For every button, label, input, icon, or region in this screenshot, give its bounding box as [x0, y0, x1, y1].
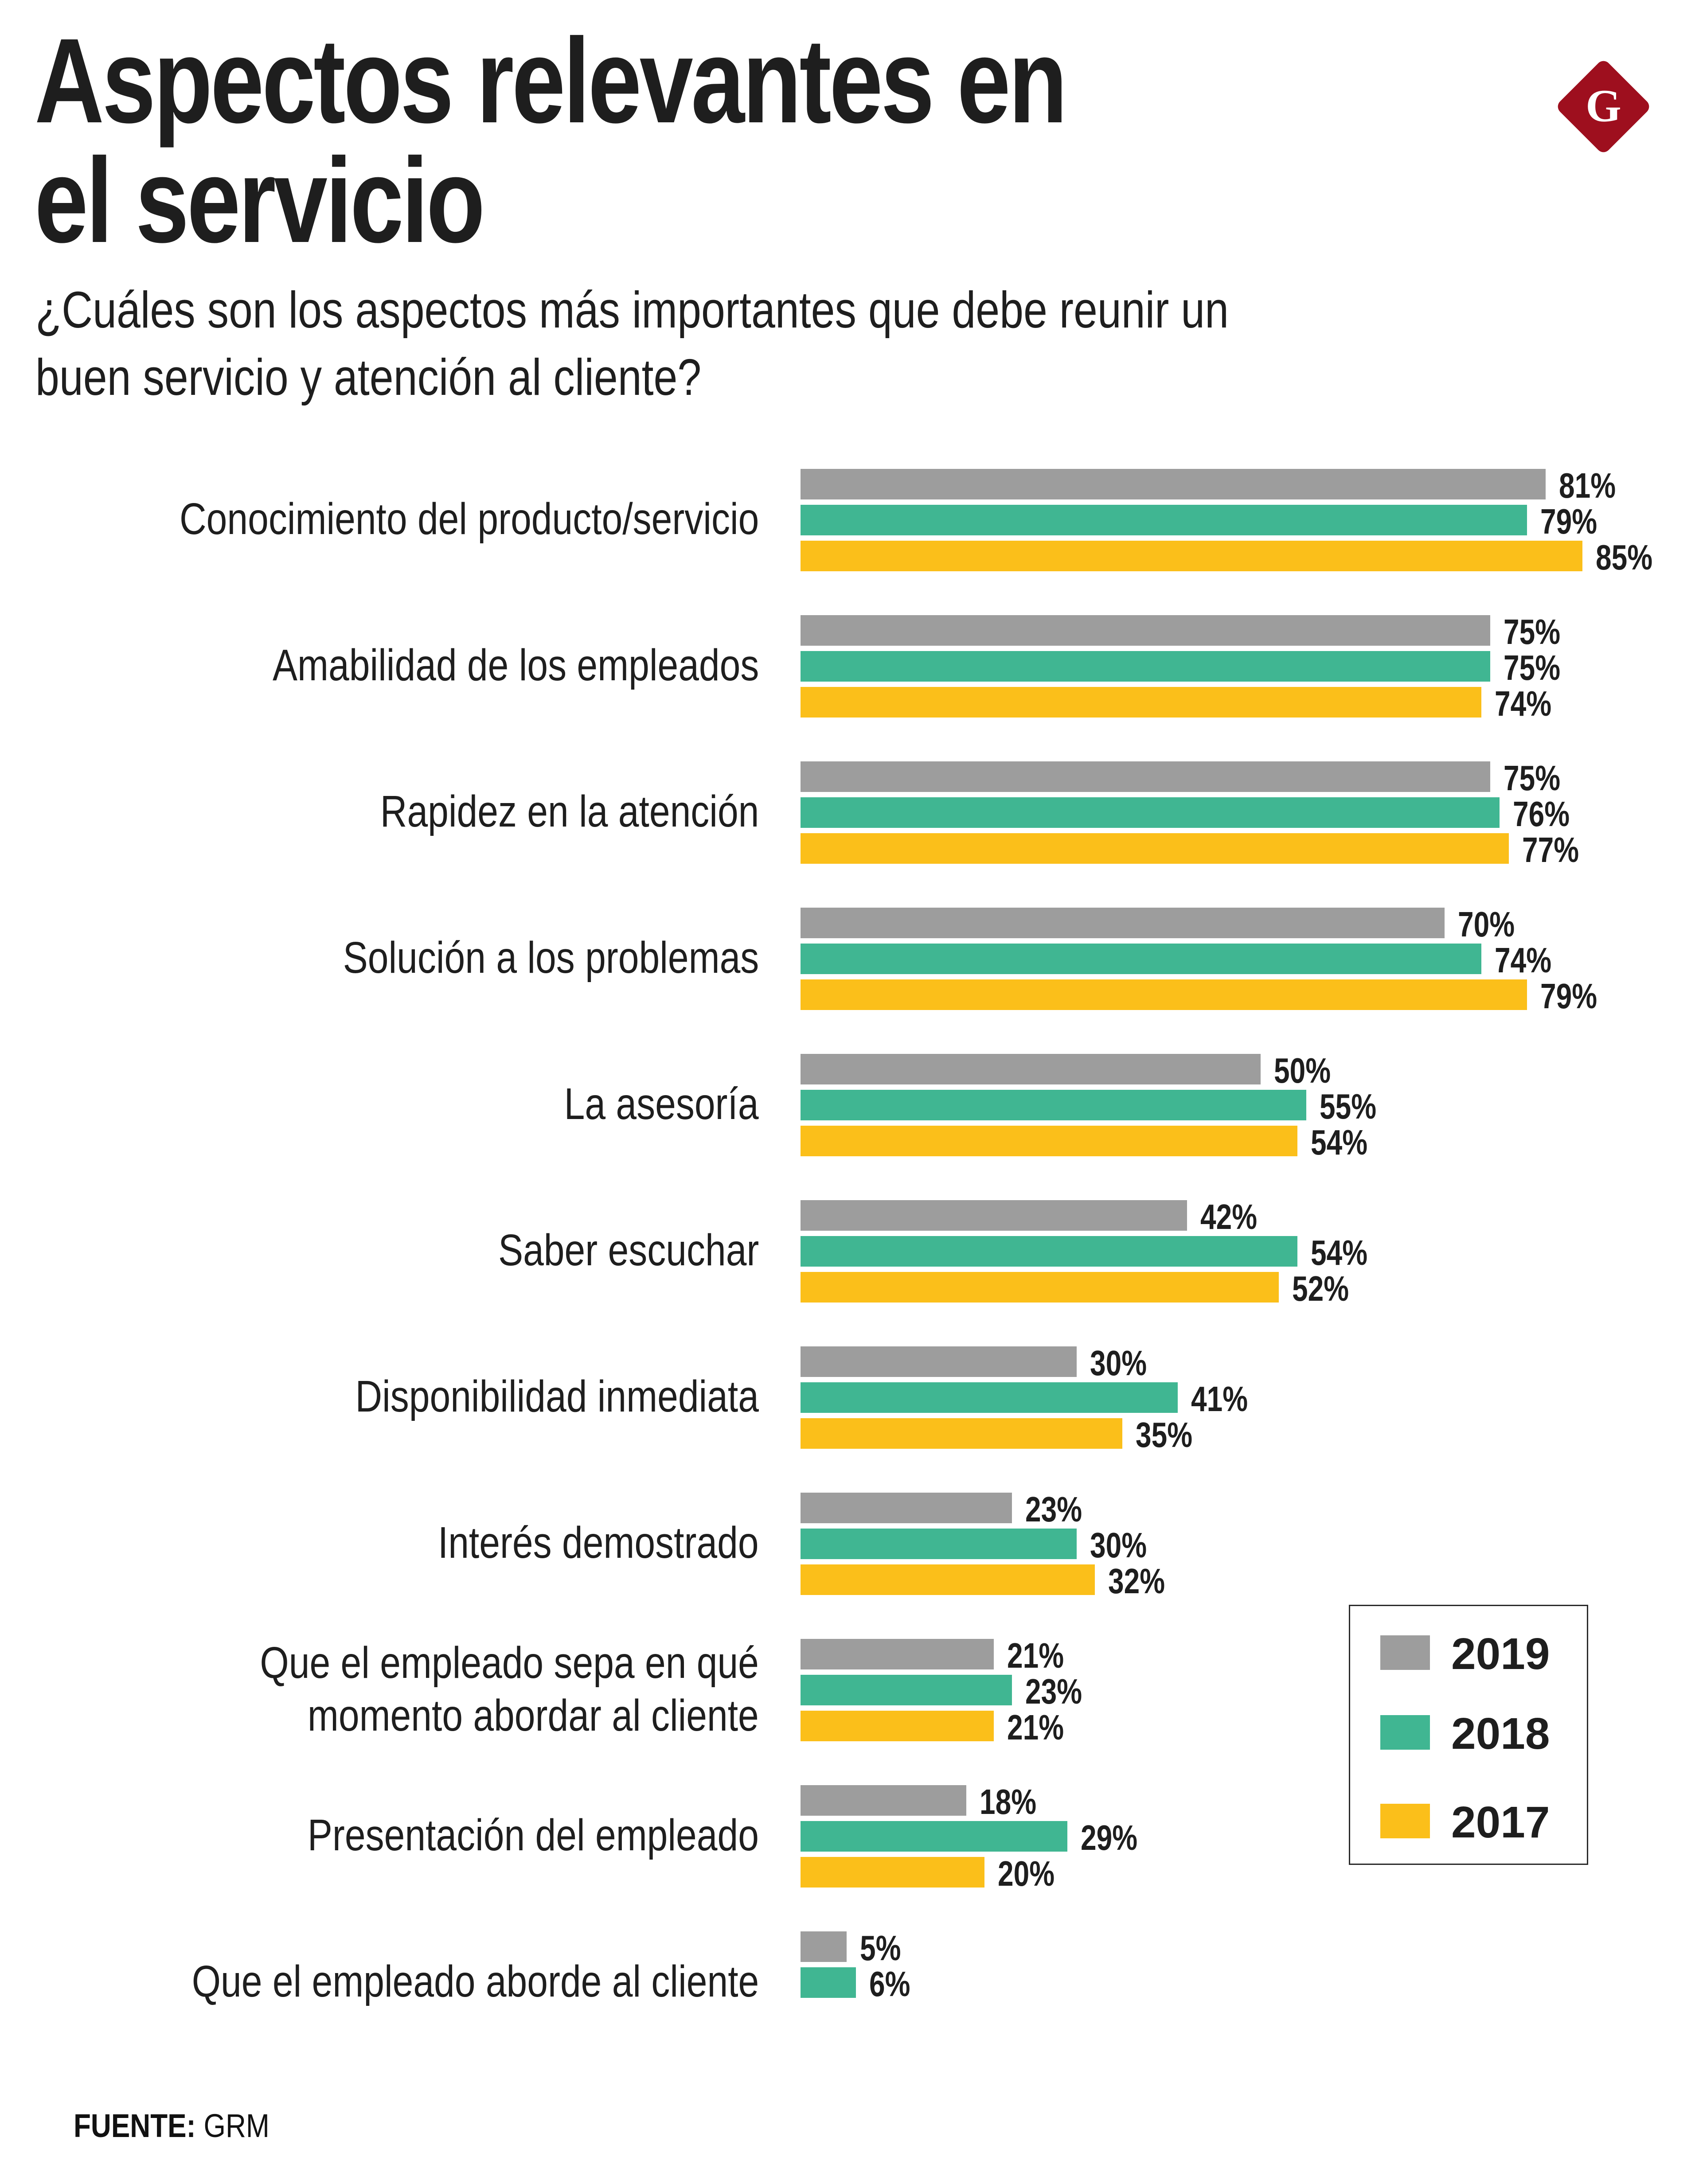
bar-2019 [801, 1346, 1077, 1377]
bar-2019 [801, 761, 1491, 792]
bar-2018 [801, 1529, 1077, 1559]
bar-2018 [801, 1090, 1307, 1120]
bar-2017 [801, 979, 1527, 1010]
value-label-2017: 74% [1494, 684, 1551, 723]
value-label-2019: 70% [1457, 905, 1515, 944]
legend-label-2018: 2018 [1451, 1709, 1550, 1759]
value-label-2018: 76% [1513, 794, 1570, 834]
bar-2017 [801, 1418, 1123, 1449]
value-label-2017: 32% [1108, 1561, 1165, 1601]
value-label-2019: 18% [979, 1782, 1036, 1821]
bar-2018 [801, 505, 1527, 535]
logo-svg: G [1558, 61, 1649, 152]
chart-title-line-2: el servicio [35, 133, 485, 268]
bar-2017 [801, 1272, 1279, 1303]
value-label-2017: 21% [1007, 1708, 1064, 1747]
value-label-2018: 74% [1494, 940, 1551, 980]
bar-2018 [801, 1675, 1012, 1705]
bar-2018 [801, 797, 1500, 828]
value-label-2018: 75% [1504, 648, 1561, 687]
value-label-2017: 85% [1595, 538, 1652, 577]
bar-2019 [801, 1493, 1012, 1523]
bar-2018 [801, 1821, 1067, 1852]
value-label-2017: 79% [1540, 976, 1597, 1016]
value-label-2019: 75% [1504, 758, 1561, 798]
value-label-2018: 30% [1090, 1525, 1147, 1565]
value-label-2019: 75% [1504, 612, 1561, 651]
g-diamond-logo-icon: G [1551, 55, 1656, 159]
value-label-2019: 23% [1025, 1490, 1082, 1529]
legend-label-2019: 2019 [1451, 1629, 1550, 1679]
bar-2017 [801, 541, 1582, 571]
bar-2018 [801, 1382, 1178, 1413]
chart-subtitle-line-2: buen servicio y atención al cliente? [35, 348, 702, 406]
bar-2018 [801, 944, 1481, 974]
value-label-2017: 77% [1522, 830, 1579, 870]
value-label-2017: 35% [1136, 1415, 1193, 1455]
value-label-2018: 41% [1191, 1379, 1248, 1419]
bar-2019 [801, 1785, 966, 1816]
bar-2019 [801, 615, 1491, 646]
value-label-2018: 6% [869, 1964, 910, 2004]
legend-swatch-2018 [1380, 1715, 1430, 1750]
logo-letter: G [1586, 81, 1621, 131]
bar-2017 [801, 687, 1481, 718]
category-label: Saber escuchar [498, 1225, 759, 1275]
category-label: La asesoría [564, 1079, 759, 1129]
value-label-2019: 5% [859, 1928, 901, 1968]
category-label: Amabilidad de los empleados [272, 640, 759, 690]
source-label: FUENTE: [74, 2107, 196, 2144]
category-label: Presentación del empleado [307, 1810, 759, 1860]
category-label: Conocimiento del producto/servicio [179, 494, 759, 544]
value-label-2019: 42% [1200, 1197, 1257, 1236]
chart-subtitle-line-1: ¿Cuáles son los aspectos más importantes… [35, 281, 1229, 339]
value-label-2019: 21% [1007, 1636, 1064, 1675]
source-value: GRM [203, 2107, 269, 2144]
category-label: Interés demostrado [438, 1518, 759, 1568]
category-label: Rapidez en la atención [380, 787, 759, 836]
bar-2018 [801, 1236, 1297, 1267]
category-label: Que el empleado aborde al cliente [191, 1957, 759, 2006]
category-label: Solución a los problemas [343, 933, 759, 983]
value-label-2017: 54% [1310, 1123, 1367, 1162]
value-label-2019: 30% [1090, 1343, 1147, 1383]
bar-2019 [801, 1639, 994, 1669]
bar-2017 [801, 1711, 994, 1741]
bar-2019 [801, 908, 1445, 938]
legend-swatch-2019 [1380, 1635, 1430, 1670]
value-label-2018: 23% [1025, 1672, 1082, 1711]
value-label-2019: 81% [1558, 466, 1616, 505]
value-label-2018: 29% [1080, 1818, 1137, 1857]
value-label-2017: 20% [998, 1854, 1055, 1893]
bar-2017 [801, 1564, 1095, 1595]
legend-label-2017: 2017 [1451, 1798, 1550, 1847]
bar-2017 [801, 1126, 1297, 1156]
value-label-2017: 52% [1292, 1269, 1349, 1308]
logo-diamond-shape [1558, 61, 1649, 152]
bar-2019 [801, 1054, 1261, 1084]
value-label-2019: 50% [1273, 1051, 1331, 1090]
bar-2018 [801, 1967, 856, 1998]
category-label-line-1: Que el empleado sepa en qué [260, 1638, 759, 1688]
value-label-2018: 79% [1540, 502, 1597, 541]
bar-2017 [801, 1857, 984, 1888]
source-footer: FUENTE: GRM [74, 2110, 269, 2142]
chart-title-line-1: Aspectos relevantes en [35, 13, 1067, 148]
category-label-line-2: momento abordar al cliente [308, 1691, 759, 1740]
bar-2019 [801, 469, 1546, 499]
bar-2019 [801, 1200, 1187, 1231]
bar-2019 [801, 1931, 847, 1962]
value-label-2018: 54% [1310, 1233, 1367, 1272]
value-label-2018: 55% [1320, 1087, 1377, 1126]
bar-2017 [801, 833, 1509, 864]
bar-2018 [801, 651, 1491, 682]
chart-legend: 2019 2018 2017 [1349, 1605, 1588, 1865]
legend-swatch-2017 [1380, 1804, 1430, 1838]
category-label: Disponibilidad inmediata [355, 1372, 759, 1421]
